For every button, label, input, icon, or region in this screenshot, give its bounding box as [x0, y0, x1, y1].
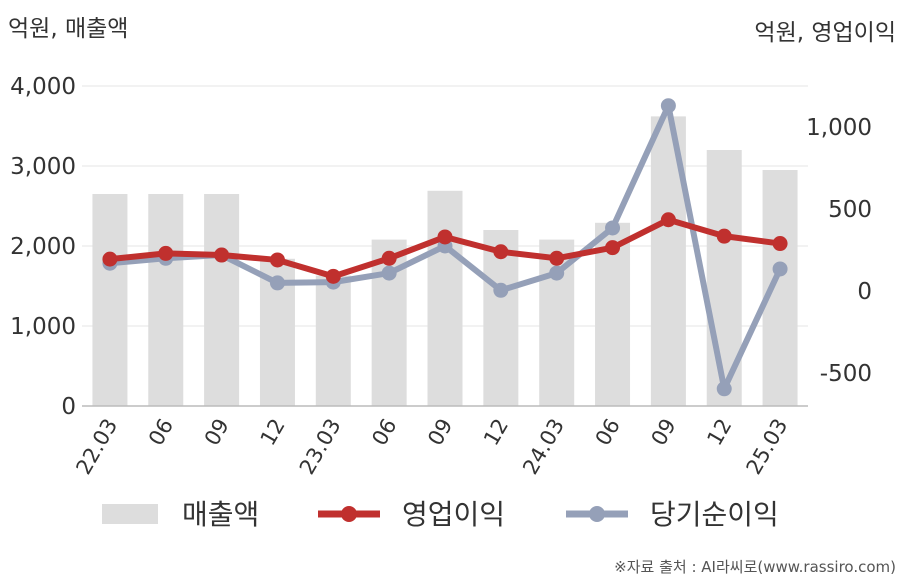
legend-swatch-net-income-dot [589, 506, 605, 522]
left-tick-label: 3,000 [10, 154, 76, 180]
left-axis-ticks: 0 1,000 2,000 3,000 4,000 [10, 74, 76, 420]
net-income-point [605, 220, 621, 236]
x-axis-ticks: 22.03 06 09 12 23.03 06 09 12 24.03 06 09 12 25.03 [71, 415, 792, 479]
legend-swatch-operating-profit-dot [341, 506, 357, 522]
operating-profit-point [325, 268, 341, 284]
left-tick-label: 0 [61, 394, 76, 420]
source-note: ※자료 출처 : AI라씨로(www.rassiro.com) [614, 558, 896, 576]
revenue-bar [148, 194, 184, 406]
operating-profit-point [214, 247, 230, 263]
legend: 매출액 영업이익 당기순이익 [102, 498, 779, 531]
legend-label-revenue: 매출액 [182, 498, 259, 531]
left-tick-label: 4,000 [10, 74, 76, 100]
operating-profit-point [437, 229, 453, 245]
net-income-point [549, 265, 565, 281]
operating-profit-point [605, 240, 621, 256]
right-tick-label: -500 [820, 361, 872, 387]
x-tick-label: 06 [144, 415, 178, 450]
operating-profit-point [269, 252, 285, 268]
legend-label-net-income: 당기순이익 [650, 498, 779, 531]
revenue-bar [762, 170, 798, 406]
right-tick-label: 0 [857, 279, 872, 305]
x-tick-label: 06 [591, 415, 625, 450]
net-income-point [493, 282, 509, 298]
x-tick-label: 12 [702, 415, 736, 450]
operating-profit-point [772, 236, 788, 252]
right-tick-label: 500 [828, 197, 872, 223]
net-income-point [772, 261, 788, 277]
x-tick-label: 06 [367, 415, 401, 450]
left-tick-label: 1,000 [10, 314, 76, 340]
operating-profit-point [381, 250, 397, 266]
operating-profit-point [493, 244, 509, 260]
x-tick-label: 09 [423, 415, 457, 450]
left-axis-unit-label: 억원, 매출액 [8, 16, 128, 42]
x-tick-label: 09 [200, 415, 234, 450]
x-tick-label: 23.03 [295, 415, 346, 479]
operating-profit-point [549, 250, 565, 266]
revenue-bar [204, 194, 240, 406]
right-axis-ticks: -500 0 500 1,000 [806, 115, 872, 387]
operating-profit-point [660, 212, 676, 228]
x-tick-label: 22.03 [71, 415, 122, 479]
revenue-bar [92, 194, 128, 406]
revenue-bars [92, 116, 798, 407]
left-tick-label: 2,000 [10, 234, 76, 260]
net-income-point [381, 265, 397, 281]
operating-profit-point [102, 251, 118, 267]
operating-profit-point [158, 245, 174, 261]
x-tick-label: 12 [479, 415, 513, 450]
legend-swatch-revenue [102, 504, 158, 524]
x-tick-label: 25.03 [742, 415, 793, 479]
x-tick-label: 12 [256, 415, 290, 450]
revenue-bar [427, 190, 463, 406]
line-series [102, 98, 788, 397]
net-income-point [660, 98, 676, 114]
operating-profit-point [716, 228, 732, 244]
net-income-point [269, 275, 285, 291]
x-tick-label: 24.03 [518, 415, 569, 479]
legend-label-operating-profit: 영업이익 [402, 498, 505, 531]
revenue-bar [483, 230, 519, 406]
revenue-bar [315, 275, 351, 406]
right-tick-label: 1,000 [806, 115, 872, 141]
net-income-point [716, 381, 732, 397]
x-tick-label: 09 [647, 415, 681, 450]
right-axis-unit-label: 억원, 영업이익 [754, 20, 896, 46]
